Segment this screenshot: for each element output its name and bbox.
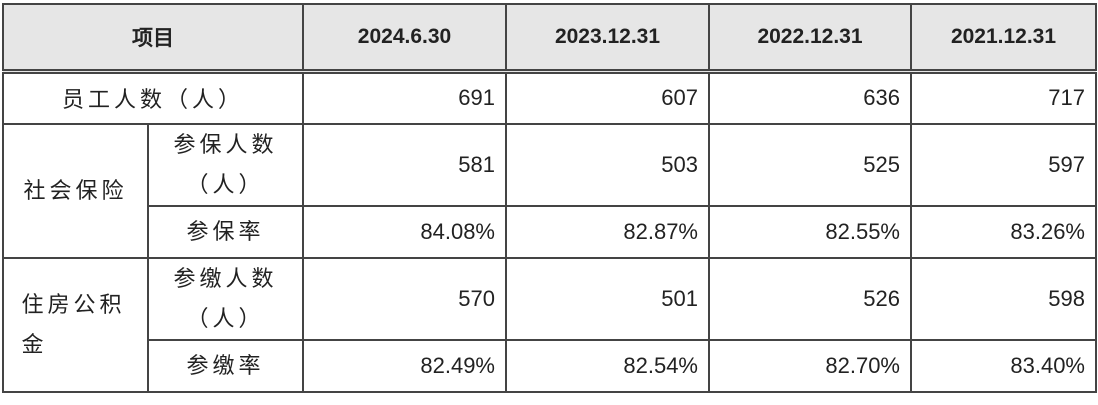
row-label-text: 参保率 bbox=[186, 218, 265, 244]
cell-value: 525 bbox=[708, 122, 912, 207]
header-cell: 2021.12.31 bbox=[910, 3, 1097, 74]
cell-value: 526 bbox=[708, 256, 912, 341]
data-row: 社会保险 参保人数（人） 581 503 525 597 bbox=[2, 122, 1097, 259]
table-body: 项目 2024.6.30 2023.12.31 2022.12.31 2021.12.3… bbox=[2, 3, 1097, 393]
cell-value: 501 bbox=[505, 256, 710, 341]
cell-value: 82.87% bbox=[505, 204, 710, 259]
header-cell: 2024.6.30 bbox=[302, 3, 507, 74]
cell-value: 570 bbox=[302, 256, 507, 341]
group-label: 住房公积金 bbox=[2, 256, 149, 393]
group-label-text: 住房公积金 bbox=[21, 291, 126, 357]
cell-value: 82.54% bbox=[505, 338, 710, 393]
data-row: 参缴率 82.49% 82.54% 82.70% 83.40% bbox=[3, 338, 1097, 393]
data-row: 住房公积金 参缴人数（人） 570 501 526 598 bbox=[2, 256, 1097, 393]
row-label: 参保率 bbox=[147, 204, 304, 259]
cell-value: 83.40% bbox=[910, 338, 1097, 393]
row-label: 参保人数（人） bbox=[147, 122, 304, 207]
row-label-text: 参保人数（人） bbox=[173, 131, 278, 197]
cell-value: 82.49% bbox=[302, 338, 507, 393]
header-cell: 2023.12.31 bbox=[505, 3, 710, 74]
row-label: 参缴人数（人） bbox=[147, 256, 304, 341]
cell-value: 82.70% bbox=[708, 338, 912, 393]
staff-row: 员工人数（人） 691 607 636 717 bbox=[2, 70, 1097, 125]
row-label: 员工人数（人） bbox=[2, 70, 304, 125]
cell-value: 83.26% bbox=[910, 204, 1097, 259]
cell-value: 84.08% bbox=[302, 204, 507, 259]
cell-value: 691 bbox=[302, 70, 507, 125]
cell-value: 598 bbox=[910, 256, 1097, 341]
cell-value: 82.55% bbox=[708, 204, 912, 259]
cell-value: 607 bbox=[505, 70, 710, 125]
cell-value: 581 bbox=[302, 122, 507, 207]
row-label-text: 参缴人数（人） bbox=[173, 265, 278, 331]
row-label-text: 参缴率 bbox=[186, 352, 265, 378]
header-row: 项目 2024.6.30 2023.12.31 2022.12.31 2021.12.3… bbox=[2, 3, 1097, 74]
cell-value: 636 bbox=[708, 70, 912, 125]
cell-value: 503 bbox=[505, 122, 710, 207]
group-label-text: 社会保险 bbox=[23, 177, 128, 203]
group-label: 社会保险 bbox=[2, 122, 149, 259]
data-row: 参保率 84.08% 82.87% 82.55% 83.26% bbox=[3, 204, 1097, 259]
data-table: 项目 2024.6.30 2023.12.31 2022.12.31 2021.12.3… bbox=[2, 3, 1097, 393]
header-cell: 项目 bbox=[2, 3, 304, 74]
cell-value: 717 bbox=[910, 70, 1097, 125]
cell-value: 597 bbox=[910, 122, 1097, 207]
page: 项目 2024.6.30 2023.12.31 2022.12.31 2021.12.3… bbox=[0, 3, 1098, 405]
row-label: 参缴率 bbox=[147, 338, 304, 393]
header-cell: 2022.12.31 bbox=[708, 3, 912, 74]
